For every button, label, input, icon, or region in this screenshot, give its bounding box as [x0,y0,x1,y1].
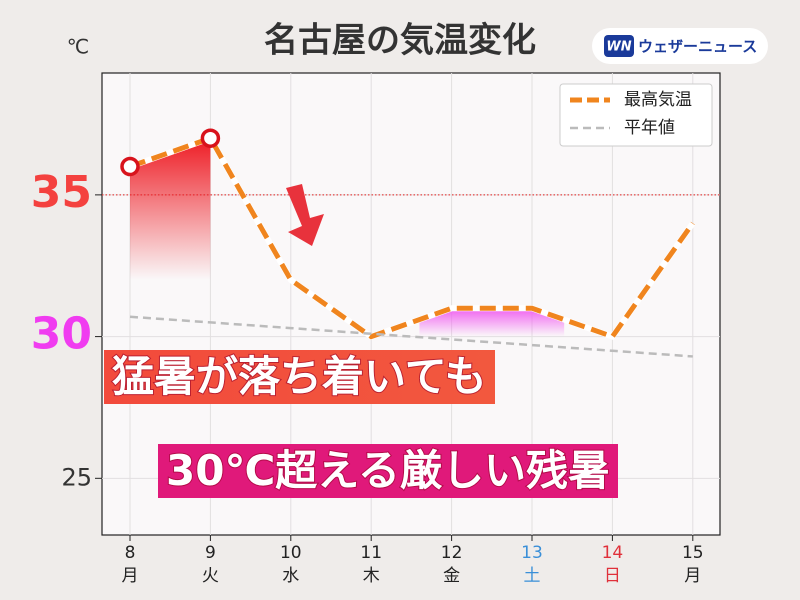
point-marker [200,128,221,148]
x-tick-label: 13 [521,543,543,563]
x-tick-weekday: 火 [202,566,219,586]
line [129,135,695,340]
y-tick-label: 25 [61,463,92,491]
x-tick-label: 15 [682,543,704,563]
brand-name: ウェザーニュース [638,38,757,56]
x-tick-weekday: 月 [122,566,139,586]
chart-title: 名古屋の気温変化 [264,21,536,61]
brand-logo [604,35,634,57]
x-tick-weekday: 日 [604,566,621,586]
brand-box [592,28,768,64]
x-tick-weekday: 土 [524,566,541,586]
x-tick-label: 9 [205,543,216,563]
y-tick-label: 30 [31,309,92,360]
down-arrow [286,184,324,246]
line [129,315,693,358]
x-tick-label: 8 [125,543,136,563]
legend-label: 平年値 [624,118,675,138]
annotation: 猛暑が落ち着いても [104,350,495,404]
brand-badge: WN [606,40,631,55]
point-marker [120,156,140,177]
x-tick-label: 12 [441,543,463,563]
y-tick-label: 35 [31,167,92,218]
annotation: 30℃超える厳しい残暑 [158,444,619,498]
x-tick-weekday: 金 [443,566,460,586]
x-tick-weekday: 水 [282,566,299,586]
x-tick-weekday: 木 [363,566,380,586]
x-tick-weekday: 月 [684,566,701,586]
y-axis-label: ℃ [67,35,89,59]
x-tick-label: 14 [602,543,624,563]
hot-highlight [130,138,211,280]
legend-label: 最高気温 [624,90,692,110]
warm-highlight [419,308,565,337]
x-tick-label: 11 [360,543,382,563]
x-tick-label: 10 [280,543,302,563]
